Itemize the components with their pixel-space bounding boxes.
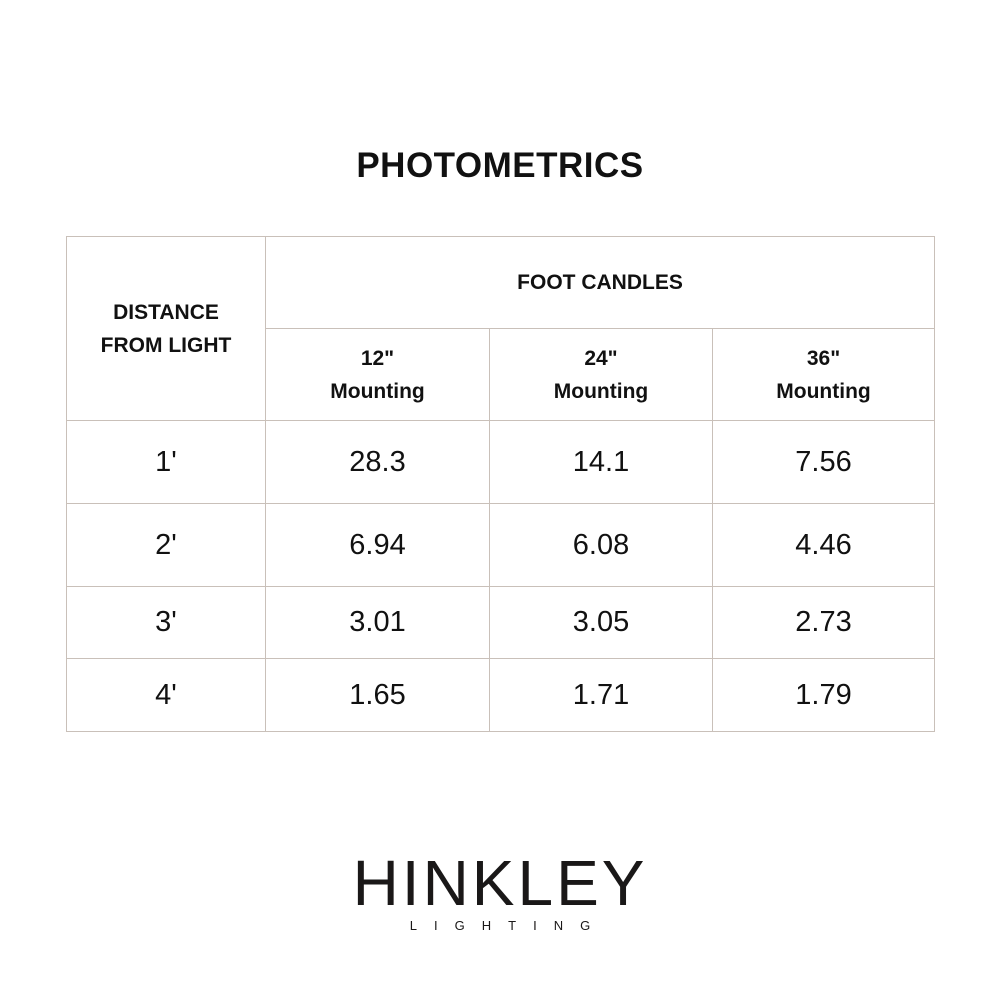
value-cell: 14.1 <box>489 420 713 504</box>
value-cell: 6.08 <box>489 503 713 587</box>
table-row: 4' 1.65 1.71 1.79 <box>66 658 936 732</box>
distance-cell: 4' <box>66 658 266 732</box>
value-cell: 1.65 <box>265 658 490 732</box>
value-cell: 1.79 <box>711 658 936 732</box>
value-cell: 7.56 <box>711 420 936 504</box>
distance-cell: 1' <box>66 420 266 504</box>
distance-cell: 2' <box>66 503 266 587</box>
column-header-12: 12" Mounting <box>265 328 490 421</box>
value-cell: 6.94 <box>265 503 490 587</box>
table-row: 3' 3.01 3.05 2.73 <box>66 586 936 659</box>
hinkley-logo: HINKLEY LIGHTING <box>0 848 1000 933</box>
distance-cell: 3' <box>66 586 266 659</box>
table-row: 1' 28.3 14.1 7.56 <box>66 420 936 504</box>
distance-header: DISTANCE FROM LIGHT <box>66 236 266 421</box>
value-cell: 2.73 <box>711 586 936 659</box>
foot-candles-header: FOOT CANDLES <box>264 236 936 329</box>
value-cell: 1.71 <box>489 658 713 732</box>
logo-brand: HINKLEY <box>352 847 648 919</box>
logo-tagline: LIGHTING <box>409 918 608 933</box>
value-cell: 4.46 <box>711 503 936 587</box>
column-header-24: 24" Mounting <box>489 328 713 421</box>
page-title: PHOTOMETRICS <box>356 146 644 185</box>
photometrics-table: DISTANCE FROM LIGHT FOOT CANDLES 12" Mount… <box>66 236 936 732</box>
table-row: 2' 6.94 6.08 4.46 <box>66 503 936 587</box>
value-cell: 28.3 <box>265 420 490 504</box>
value-cell: 3.01 <box>265 586 490 659</box>
column-header-36: 36" Mounting <box>711 328 936 421</box>
value-cell: 3.05 <box>489 586 713 659</box>
